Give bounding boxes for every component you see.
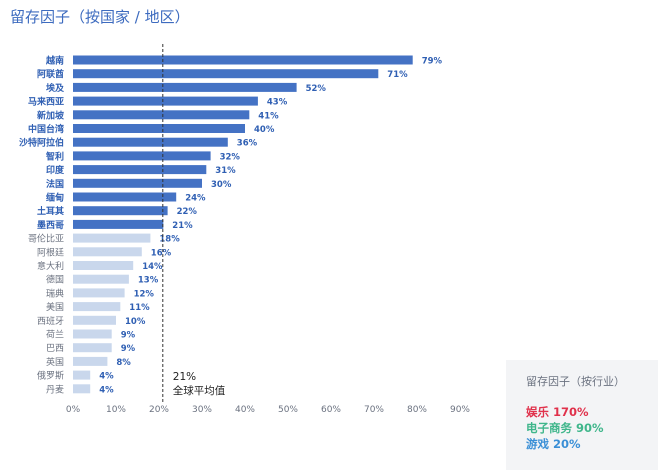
bar xyxy=(73,261,134,270)
category-label: 德国 xyxy=(46,274,64,286)
bar xyxy=(73,219,164,229)
value-label: 43% xyxy=(267,98,288,108)
bar xyxy=(73,329,112,339)
category-label: 缅甸 xyxy=(46,192,64,204)
value-label: 52% xyxy=(306,84,327,94)
value-label: 18% xyxy=(159,235,180,245)
value-label: 30% xyxy=(211,180,232,190)
value-label: 9% xyxy=(121,331,136,341)
bar xyxy=(73,96,258,106)
value-label: 16% xyxy=(151,248,172,258)
category-label: 新加坡 xyxy=(37,109,65,121)
bar xyxy=(73,356,108,366)
category-label: 墨西哥 xyxy=(37,220,64,231)
average-value-label: 21% xyxy=(173,371,196,383)
industry-ecommerce: 电子商务 90% xyxy=(526,421,604,435)
x-tick-label: 40% xyxy=(235,405,255,415)
bar xyxy=(73,274,129,284)
bar xyxy=(73,192,177,202)
bar xyxy=(73,302,121,312)
category-label: 智利 xyxy=(46,150,64,162)
value-label: 12% xyxy=(134,289,155,299)
category-label: 巴西 xyxy=(46,343,64,354)
value-label: 79% xyxy=(422,57,443,67)
category-label: 沙特阿拉伯 xyxy=(19,137,64,149)
x-tick-label: 90% xyxy=(450,405,470,415)
category-label: 哥伦比亚 xyxy=(28,233,64,245)
bar xyxy=(73,165,207,175)
bar xyxy=(73,69,379,79)
value-label: 4% xyxy=(99,372,114,382)
bar xyxy=(73,110,250,120)
value-label: 22% xyxy=(177,207,198,217)
category-label: 阿根廷 xyxy=(37,246,64,258)
bar xyxy=(73,247,142,257)
category-label: 印度 xyxy=(46,164,65,176)
bar xyxy=(73,82,297,92)
bar xyxy=(73,55,413,65)
category-label: 越南 xyxy=(45,55,64,67)
x-tick-label: 0% xyxy=(66,405,81,415)
category-label: 俄罗斯 xyxy=(37,370,64,382)
x-tick-label: 70% xyxy=(364,405,384,415)
bar xyxy=(73,206,168,216)
category-label: 美国 xyxy=(46,301,64,313)
category-label: 阿联酋 xyxy=(37,68,64,80)
chart-title: 留存因子（按国家 / 地区） xyxy=(10,8,190,26)
category-label: 荷兰 xyxy=(46,329,64,341)
bar xyxy=(73,315,116,325)
x-tick-label: 30% xyxy=(192,405,212,415)
bar xyxy=(73,124,245,133)
category-label: 土耳其 xyxy=(37,205,64,217)
x-tick-label: 10% xyxy=(106,405,126,415)
value-label: 4% xyxy=(99,385,114,395)
x-tick-label: 80% xyxy=(407,405,427,415)
bar xyxy=(73,137,228,147)
category-label: 意大利 xyxy=(37,260,64,272)
value-label: 32% xyxy=(220,152,241,162)
value-label: 40% xyxy=(254,125,275,135)
category-label: 西班牙 xyxy=(37,315,64,327)
x-tick-label: 20% xyxy=(149,405,169,415)
value-label: 8% xyxy=(116,358,131,368)
bar xyxy=(73,384,91,394)
industry-entertainment: 娱乐 170% xyxy=(526,405,589,419)
bar xyxy=(73,151,211,161)
value-label: 31% xyxy=(215,166,236,176)
value-label: 14% xyxy=(142,262,163,272)
industry-panel: 留存因子（按行业） 娱乐 170% 电子商务 90% 游戏 20% xyxy=(506,360,658,470)
value-label: 24% xyxy=(185,194,206,204)
category-label: 丹麦 xyxy=(46,383,64,395)
x-tick-label: 50% xyxy=(278,405,298,415)
category-label: 中国台湾 xyxy=(28,123,64,135)
bar xyxy=(73,343,112,353)
value-label: 9% xyxy=(121,344,136,354)
industry-panel-title: 留存因子（按行业） xyxy=(526,375,625,388)
value-label: 36% xyxy=(237,139,258,149)
category-label: 法国 xyxy=(46,178,64,190)
value-label: 10% xyxy=(125,317,146,327)
bar xyxy=(73,370,91,380)
bar xyxy=(73,233,151,243)
value-label: 71% xyxy=(387,70,408,80)
category-label: 英国 xyxy=(46,356,64,368)
x-tick-label: 60% xyxy=(321,405,341,415)
value-label: 41% xyxy=(258,111,279,121)
average-text-label: 全球平均值 xyxy=(173,384,226,397)
bar xyxy=(73,178,202,188)
value-label: 13% xyxy=(138,276,159,286)
value-label: 21% xyxy=(172,221,193,231)
category-label: 马来西亚 xyxy=(28,96,64,108)
category-label: 瑞典 xyxy=(46,287,64,299)
bar xyxy=(73,288,125,298)
category-label: 埃及 xyxy=(46,82,65,94)
industry-gaming: 游戏 20% xyxy=(526,437,581,451)
value-label: 11% xyxy=(129,303,150,313)
